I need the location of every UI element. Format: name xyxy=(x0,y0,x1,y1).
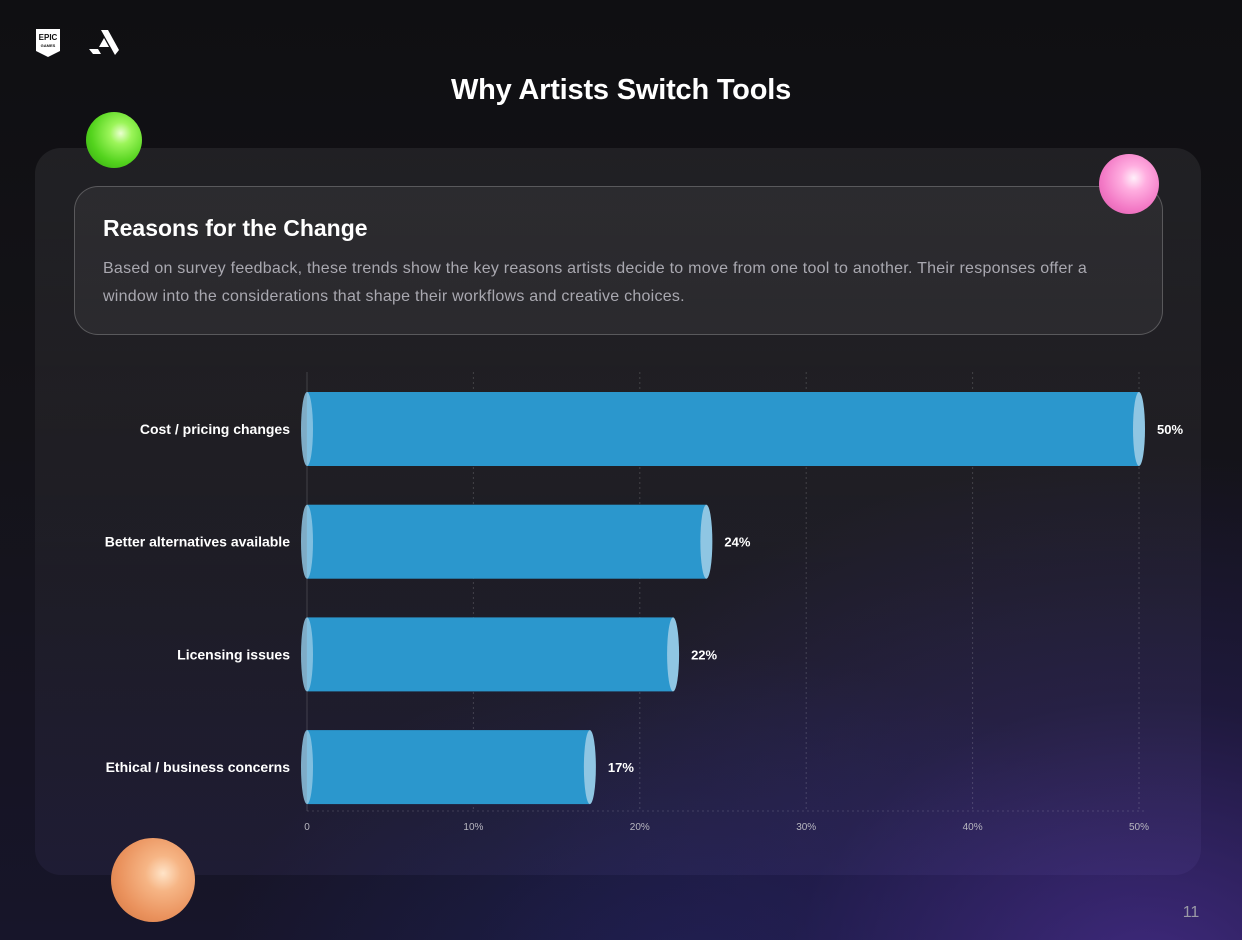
bar-start-cap xyxy=(301,730,313,805)
bar xyxy=(307,730,590,805)
artstation-logo xyxy=(89,30,119,55)
svg-text:GAMES: GAMES xyxy=(41,43,56,48)
value-label: 24% xyxy=(724,535,750,550)
bar-end-cap xyxy=(583,730,596,805)
epic-games-logo: EPIC GAMES xyxy=(36,29,60,57)
bar-end-cap xyxy=(1133,392,1145,466)
svg-text:EPIC: EPIC xyxy=(39,33,58,42)
orange-sphere-decoration xyxy=(111,838,195,922)
bar-start-cap xyxy=(301,392,313,466)
bar-end-cap xyxy=(667,617,680,692)
x-tick-label: 10% xyxy=(463,822,483,833)
x-tick-label: 0 xyxy=(304,822,310,833)
category-label: Cost / pricing changes xyxy=(140,421,290,437)
category-label: Ethical / business concerns xyxy=(106,759,291,775)
bar xyxy=(307,504,707,579)
green-sphere-decoration xyxy=(86,112,142,168)
value-label: 22% xyxy=(691,647,717,662)
card-heading: Reasons for the Change xyxy=(103,215,368,241)
info-card: Reasons for the Change Based on survey f… xyxy=(74,186,1163,335)
bar-end-cap xyxy=(700,504,713,579)
x-tick-label: 30% xyxy=(796,822,816,833)
bar-start-cap xyxy=(301,504,313,579)
card-description: Based on survey feedback, these trends s… xyxy=(103,260,1088,305)
page-number: 11 xyxy=(1182,904,1200,921)
category-label: Licensing issues xyxy=(177,646,290,662)
page-title: Why Artists Switch Tools xyxy=(451,74,791,106)
value-label: 17% xyxy=(608,760,634,775)
x-tick-label: 20% xyxy=(630,822,650,833)
pink-sphere-decoration xyxy=(1099,154,1159,214)
bar-start-cap xyxy=(301,617,313,692)
x-tick-label: 50% xyxy=(1129,822,1149,833)
bar xyxy=(307,392,1139,466)
category-label: Better alternatives available xyxy=(105,534,290,550)
x-tick-label: 40% xyxy=(963,822,983,833)
bar xyxy=(307,617,674,692)
value-label: 50% xyxy=(1157,422,1183,437)
